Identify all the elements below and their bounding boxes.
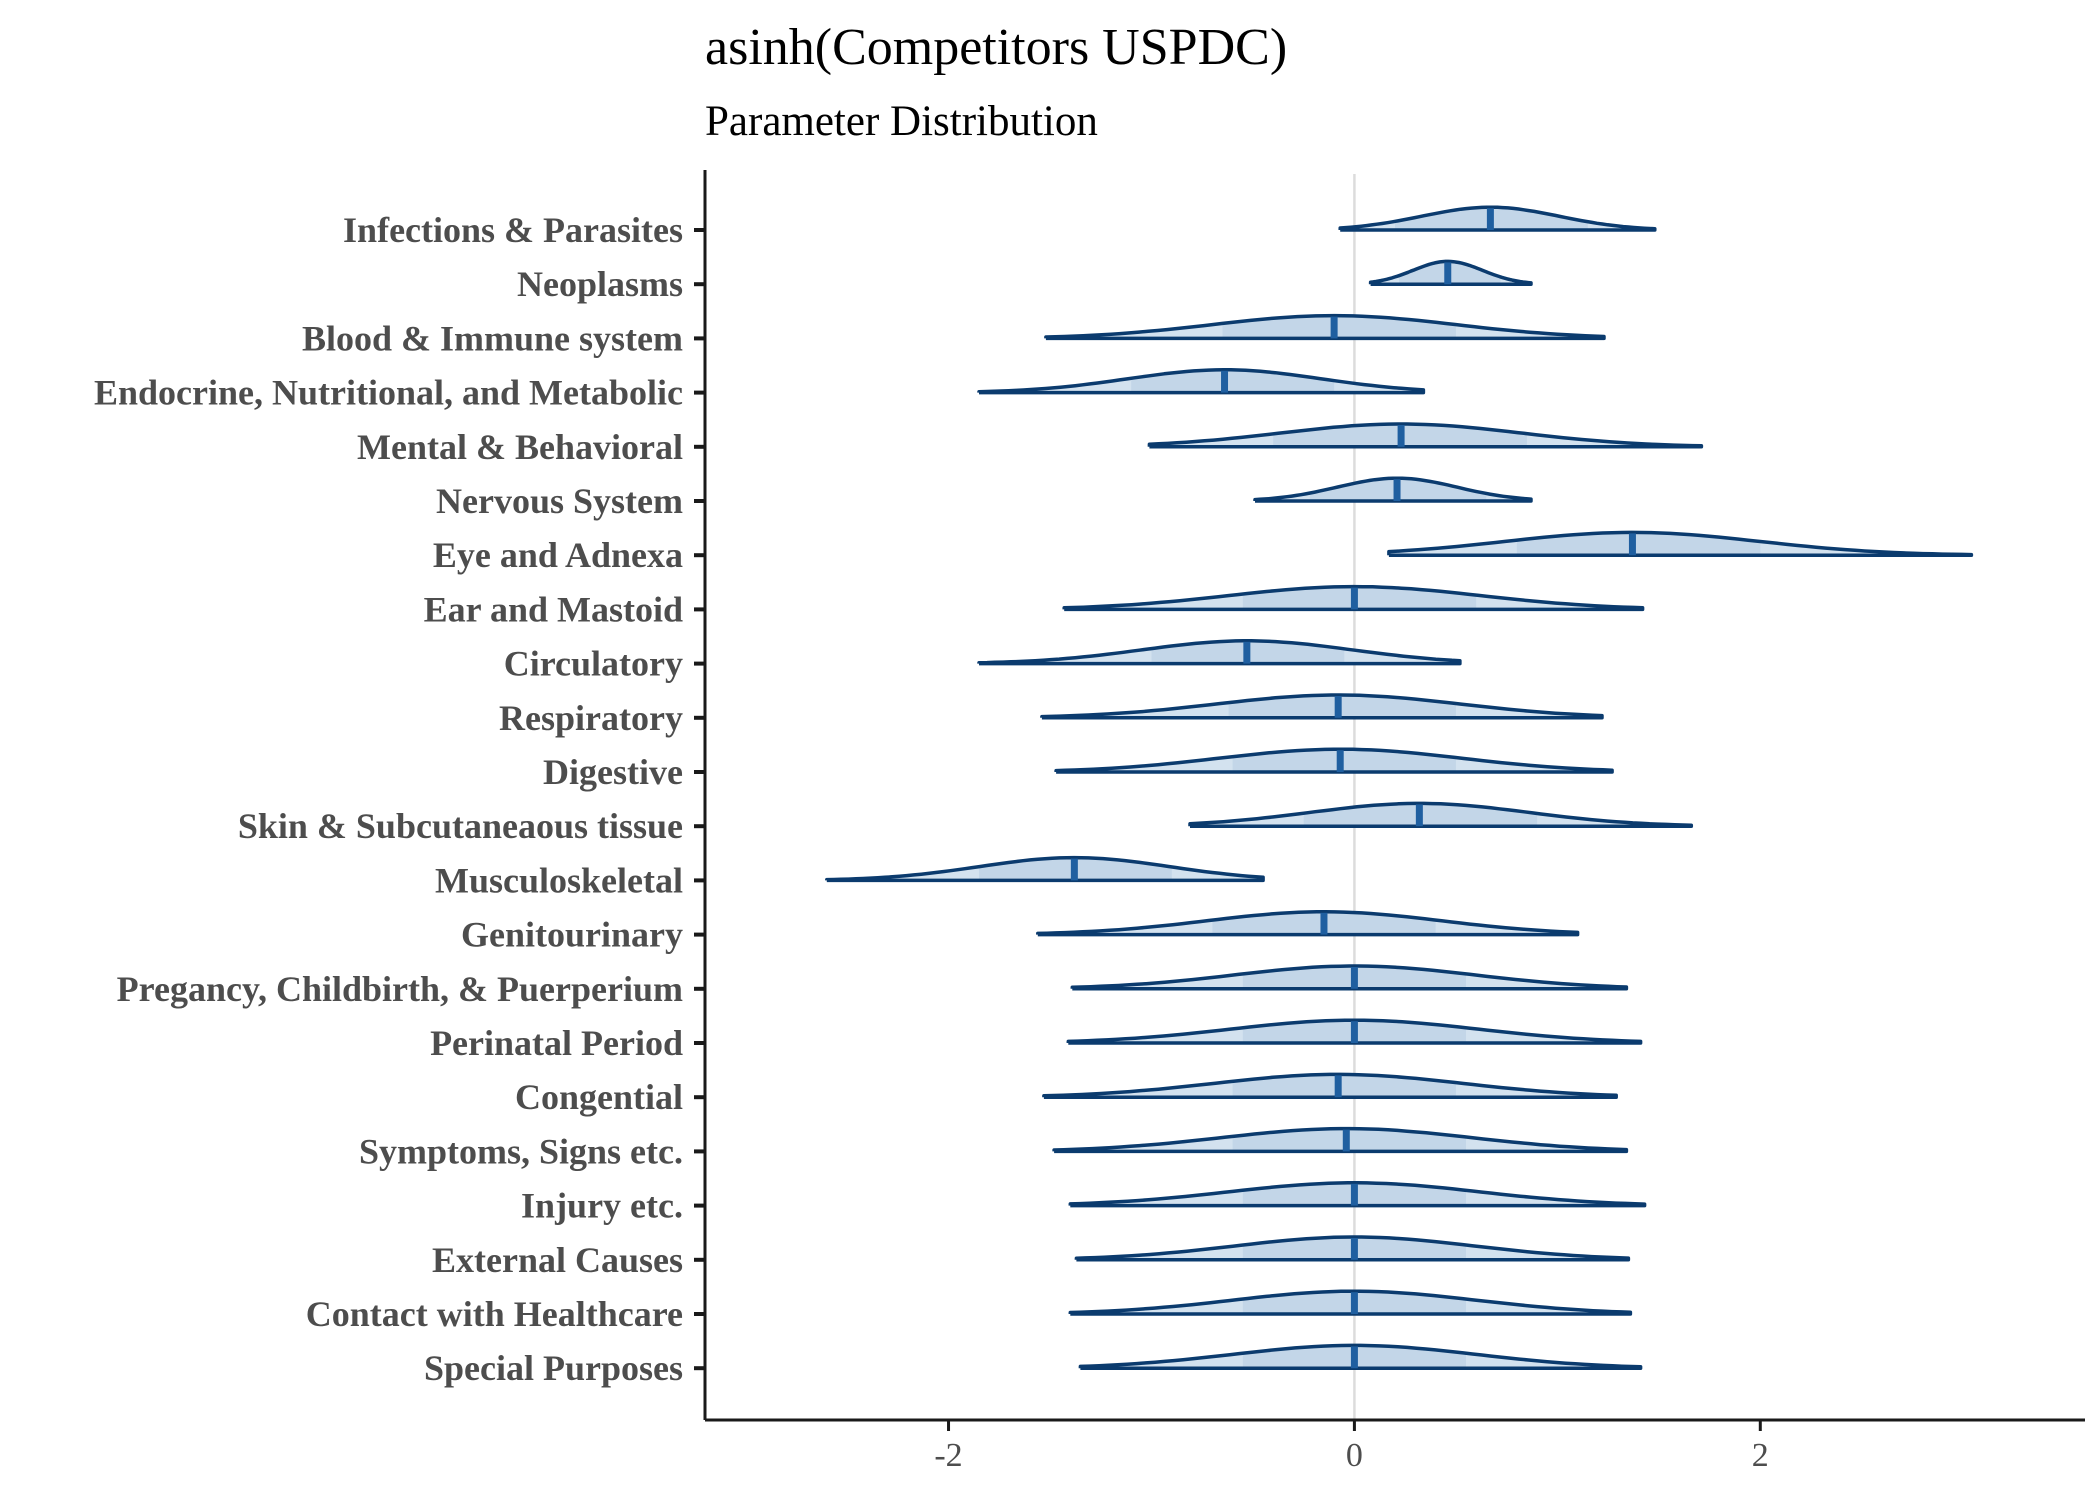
violin-outline xyxy=(1036,910,1580,937)
violin-row xyxy=(1036,910,1580,937)
y-tick-label: Congential xyxy=(515,1077,683,1117)
violin-outline xyxy=(1253,476,1533,503)
violin-row xyxy=(1066,1018,1643,1045)
y-tick-label: Musculoskeletal xyxy=(435,860,683,900)
y-tick-label: Pregancy, Childbirth, & Puerperium xyxy=(117,969,683,1009)
y-tick-label: Mental & Behavioral xyxy=(357,427,683,467)
violin-outline xyxy=(1070,964,1629,991)
y-tick-label: Ear and Mastoid xyxy=(424,589,683,629)
violin-outline xyxy=(1054,747,1614,774)
violin-row xyxy=(1062,584,1645,612)
violin-outline xyxy=(1068,1181,1647,1208)
y-tick-label: Eye and Adnexa xyxy=(433,535,683,575)
violin-outline xyxy=(1368,259,1533,286)
y-tick-label: Respiratory xyxy=(499,698,683,738)
violin-outline xyxy=(1338,205,1657,232)
violin-row xyxy=(1387,530,1974,557)
violin-outline xyxy=(1078,1343,1643,1370)
violin-outline xyxy=(1062,584,1645,612)
x-axis: -2 0 2 xyxy=(705,1418,2085,1474)
x-tick-label: 2 xyxy=(1752,1437,1769,1474)
y-tick-label: Perinatal Period xyxy=(430,1023,683,1063)
violin-inner-interval xyxy=(1516,532,1761,556)
violin-row xyxy=(1040,693,1604,720)
violin-outline xyxy=(1052,1126,1629,1154)
y-tick-label: Injury etc. xyxy=(521,1186,683,1226)
violin-outline xyxy=(1040,693,1604,720)
y-tick-label: Contact with Healthcare xyxy=(306,1294,683,1334)
y-tick-label: External Causes xyxy=(432,1240,683,1280)
x-tick-label: -2 xyxy=(934,1437,962,1474)
y-tick-label: Genitourinary xyxy=(461,915,683,955)
y-tick-label: Special Purposes xyxy=(424,1348,683,1388)
y-tick-label: Neoplasms xyxy=(517,264,683,304)
violin-inner-interval xyxy=(1228,695,1456,718)
violin-row xyxy=(1052,1126,1629,1154)
violin-outline xyxy=(977,639,1462,666)
violin-row xyxy=(1338,205,1657,232)
violin-inner-interval xyxy=(1222,315,1456,339)
y-tick-label: Endocrine, Nutritional, and Metabolic xyxy=(94,373,683,413)
violin-row xyxy=(977,368,1426,395)
chart-subtitle: Parameter Distribution xyxy=(705,98,1098,145)
violin-outline xyxy=(1147,422,1704,449)
violin-row xyxy=(825,855,1265,883)
chart-title: asinh(Competitors USPDC) xyxy=(705,19,1287,76)
violin-row xyxy=(1188,801,1694,828)
violin-outline xyxy=(977,368,1426,395)
violin-row xyxy=(1078,1343,1643,1370)
violin-outline xyxy=(1066,1018,1643,1045)
violin-inner-interval xyxy=(1232,1074,1456,1098)
violin-row xyxy=(1042,1072,1618,1099)
y-tick-label: Digestive xyxy=(543,752,683,792)
violin-row xyxy=(1368,259,1533,286)
violin-inner-interval xyxy=(1131,369,1335,393)
violin-inner-interval xyxy=(1242,586,1477,610)
violin-outline xyxy=(1074,1235,1631,1262)
violins-layer xyxy=(825,205,1974,1370)
y-tick-label: Blood & Immune system xyxy=(302,318,683,358)
violin-row xyxy=(1068,1181,1647,1208)
y-tick-label: Nervous System xyxy=(436,481,683,521)
violin-inner-interval xyxy=(1232,749,1456,772)
violin-row xyxy=(1068,1289,1633,1316)
violin-outline xyxy=(1387,530,1974,557)
x-tick-label: 0 xyxy=(1346,1437,1363,1474)
violin-outline xyxy=(1044,313,1606,341)
violin-row xyxy=(1044,313,1606,341)
y-axis: Infections & Parasites Neoplasms Blood & I… xyxy=(94,170,707,1420)
y-tick-label: Skin & Subcutaneaous tissue xyxy=(238,806,683,846)
violin-row xyxy=(1070,964,1629,991)
violin-row xyxy=(977,639,1462,666)
y-tick-label: Infections & Parasites xyxy=(343,210,683,250)
violin-outline xyxy=(825,855,1265,883)
violin-outline xyxy=(1068,1289,1633,1316)
violin-row xyxy=(1147,422,1704,449)
violin-row xyxy=(1253,476,1533,503)
violin-row xyxy=(1054,747,1614,774)
y-tick-label: Circulatory xyxy=(504,644,683,684)
violin-row xyxy=(1074,1235,1631,1262)
violin-outline xyxy=(1042,1072,1618,1099)
violin-outline xyxy=(1188,801,1694,828)
y-tick-label: Symptoms, Signs etc. xyxy=(359,1131,683,1171)
